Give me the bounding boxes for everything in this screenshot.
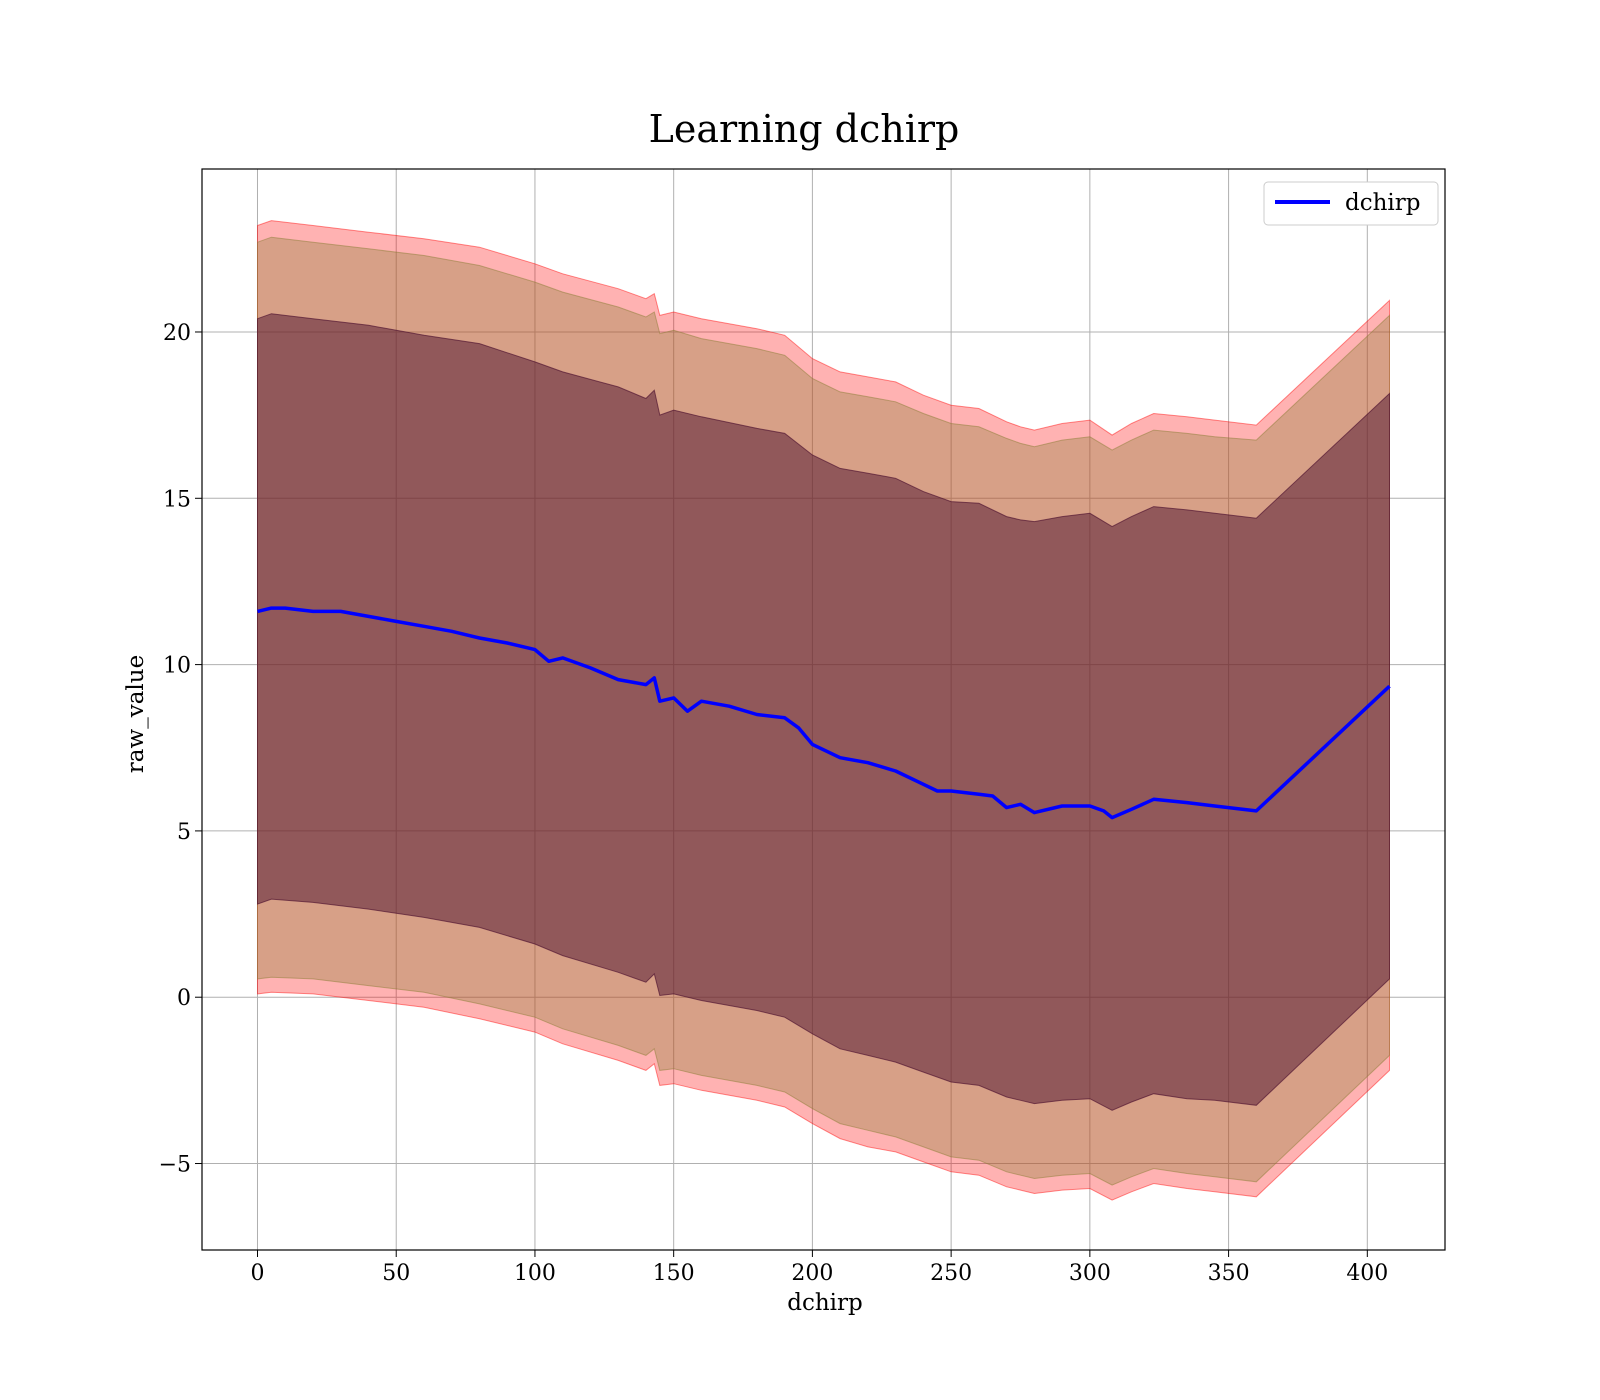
bands	[257, 220, 1390, 1201]
x-tick-label: 250	[930, 1261, 972, 1286]
y-tick-label: 15	[163, 487, 191, 512]
x-tick-label: 50	[382, 1261, 410, 1286]
y-tick-label: −5	[159, 1153, 191, 1178]
x-axis-label: dchirp	[787, 1290, 863, 1316]
y-tick-label: 10	[163, 654, 191, 679]
plot-frame	[201, 168, 1446, 1251]
legend: dchirp	[1263, 181, 1439, 226]
band-2	[257, 313, 1390, 1111]
y-axis-label: raw_value	[123, 655, 149, 773]
x-ticks: 0 50 100 150 200 250 300 350 400	[250, 1250, 1388, 1286]
x-tick-label: 150	[653, 1261, 695, 1286]
series-line-0	[257, 606, 1391, 820]
x-tick-label: 100	[514, 1261, 556, 1286]
y-tick-label: 5	[177, 820, 191, 845]
y-tick-label: 20	[163, 321, 191, 346]
x-tick-label: 350	[1208, 1261, 1250, 1286]
lines	[257, 606, 1391, 820]
chart-title: Learning dchirp	[649, 107, 960, 151]
legend-label: dchirp	[1345, 190, 1421, 216]
x-tick-label: 400	[1346, 1261, 1388, 1286]
x-tick-label: 0	[250, 1261, 264, 1286]
y-tick-label: 0	[177, 986, 191, 1011]
y-ticks: −5 0 5 10 15 20	[159, 321, 202, 1178]
x-tick-label: 200	[791, 1261, 833, 1286]
legend-box	[1263, 181, 1439, 226]
x-tick-label: 300	[1069, 1261, 1111, 1286]
